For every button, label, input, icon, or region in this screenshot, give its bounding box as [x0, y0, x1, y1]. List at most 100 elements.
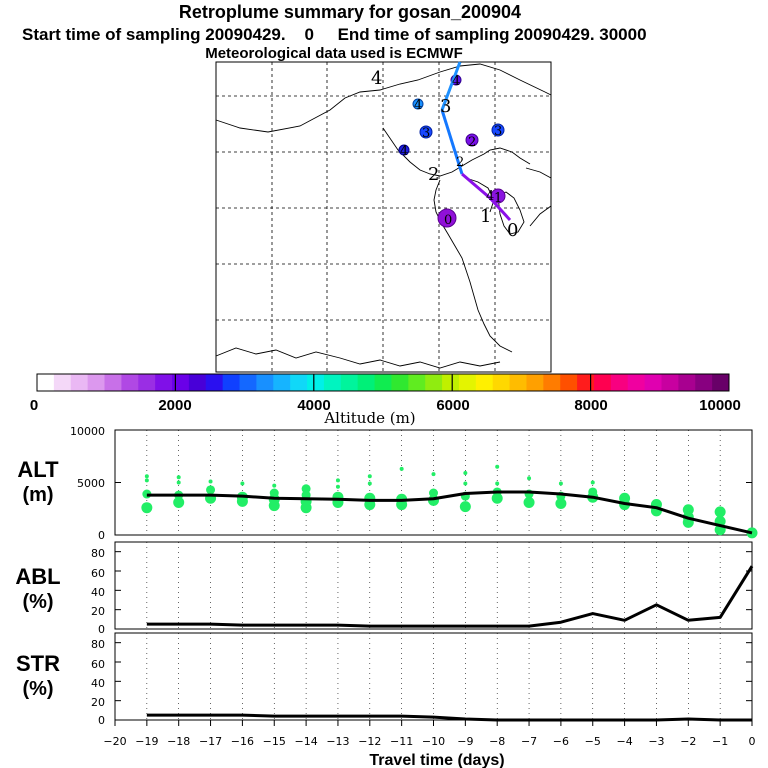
colorbar-tick-labels: 0 2000 4000 6000 8000 10000 — [30, 397, 741, 414]
altitude-point — [144, 478, 149, 483]
altitude-point — [399, 466, 404, 471]
x-tick-label: 0 — [749, 735, 756, 748]
altitude-point — [206, 485, 216, 495]
x-tick-label: −5 — [585, 735, 601, 748]
altitude-point — [714, 506, 726, 518]
colorbar-swatch — [357, 374, 376, 391]
coastline-korea — [497, 191, 525, 235]
cluster-marker — [491, 123, 505, 137]
map-gridlines — [216, 62, 551, 372]
x-tick-label: −11 — [390, 735, 413, 748]
colorbar-tick-0: 0 — [30, 397, 38, 414]
map-panel: 0 1 2 3 4 0 1 2 2 3 3 4 4 4 4 — [215, 61, 552, 373]
str-ytick: 40 — [91, 677, 105, 690]
x-tick-label: −12 — [358, 735, 381, 748]
colorbar-frame — [36, 373, 730, 392]
cluster-label: 4 — [486, 189, 494, 204]
altitude-point — [301, 484, 311, 494]
colorbar-swatch — [492, 374, 511, 391]
map-coastlines — [215, 63, 552, 369]
colorbar-swatch — [307, 374, 325, 391]
coastline-shandong — [465, 177, 495, 213]
abl-ytick: 40 — [91, 586, 105, 599]
cluster-label: 4 — [400, 144, 408, 159]
str-ytick: 20 — [91, 696, 105, 709]
y-tick-labels: 10000 5000 0 80 60 40 20 0 80 60 40 20 0 — [70, 425, 105, 727]
altitude-point — [367, 481, 372, 486]
colorbar-swatch — [391, 374, 409, 391]
cluster-label: 4 — [452, 74, 460, 89]
str-ytick: 80 — [91, 638, 105, 651]
colorbar-swatch — [222, 374, 241, 391]
altitude-point — [527, 476, 532, 481]
altitude-point — [619, 492, 631, 504]
altitude-point — [176, 480, 181, 485]
cluster-markers — [398, 74, 506, 228]
x-tick-label: −4 — [616, 735, 632, 748]
cluster-label: 1 — [494, 191, 502, 206]
altitude-point — [555, 498, 567, 509]
colorbar-swatch — [37, 374, 55, 391]
x-tick-label: −13 — [326, 735, 349, 748]
cluster-label: 2 — [468, 135, 476, 150]
altitude-point — [459, 501, 471, 513]
abl-ytick: 0 — [98, 623, 105, 636]
colorbar-swatch — [475, 374, 494, 391]
str-series-line — [146, 713, 752, 722]
coastline-japan — [529, 205, 552, 227]
cluster-marker — [412, 98, 424, 110]
border-line — [215, 63, 552, 133]
coastline-north — [525, 167, 552, 179]
met-data-line: Meteorological data used is ECMWF — [205, 45, 463, 62]
cluster-label: 0 — [444, 213, 452, 228]
colorbar-swatch — [323, 374, 342, 391]
altitude-point — [367, 474, 372, 479]
colorbar-swatch — [458, 374, 477, 391]
x-tick-label: −8 — [489, 735, 505, 748]
colorbar-swatch — [273, 374, 291, 391]
x-tick-label: −1 — [712, 735, 728, 748]
colorbar-swatch — [712, 374, 730, 391]
cluster-label: 3 — [494, 124, 502, 139]
x-tick-label: −15 — [263, 735, 286, 748]
altitude-point — [335, 484, 340, 489]
altitude-point — [173, 496, 185, 508]
colorbar-swatch — [138, 374, 156, 391]
colorbar-swatch — [644, 374, 662, 391]
x-tick-label: −17 — [199, 735, 222, 748]
x-tick-label: −9 — [457, 735, 473, 748]
str-label: STR — [16, 651, 60, 676]
colorbar-swatch — [678, 374, 696, 391]
trajectory-label-day0: 0 — [507, 220, 518, 241]
cluster-marker — [419, 125, 433, 139]
x-tick-label: −6 — [553, 735, 569, 748]
colorbar-swatch — [290, 374, 308, 391]
panel-labels: ALT (m) ABL (%) STR (%) — [15, 457, 60, 700]
str-unit: (%) — [22, 678, 53, 700]
cluster-marker — [465, 133, 479, 147]
colorbar-swatch — [509, 374, 527, 391]
colorbar-swatch — [188, 374, 207, 391]
x-tick-label: −7 — [521, 735, 537, 748]
alt-ytick: 10000 — [70, 425, 105, 438]
colorbar-swatch — [172, 374, 190, 391]
abl-unit: (%) — [22, 591, 53, 613]
x-tick-label: −20 — [103, 735, 126, 748]
x-tick-label: −16 — [231, 735, 254, 748]
alt-label: ALT — [17, 457, 59, 482]
colorbar-title: Altitude (m) — [323, 409, 415, 427]
altitude-point — [463, 471, 468, 476]
str-ytick: 0 — [98, 714, 105, 727]
x-tick-label: −14 — [294, 735, 317, 748]
coastline-bohai — [382, 127, 531, 177]
colorbar-swatch — [256, 374, 274, 391]
colorbar-swatch — [627, 374, 646, 391]
altitude-point — [141, 502, 153, 514]
colorbar-swatch — [70, 374, 89, 391]
colorbar-swatch — [340, 374, 359, 391]
altitude-point — [523, 496, 535, 508]
altitude-scatter — [141, 464, 758, 539]
altitude-point — [558, 481, 563, 486]
colorbar-tick-4000: 4000 — [297, 397, 330, 414]
